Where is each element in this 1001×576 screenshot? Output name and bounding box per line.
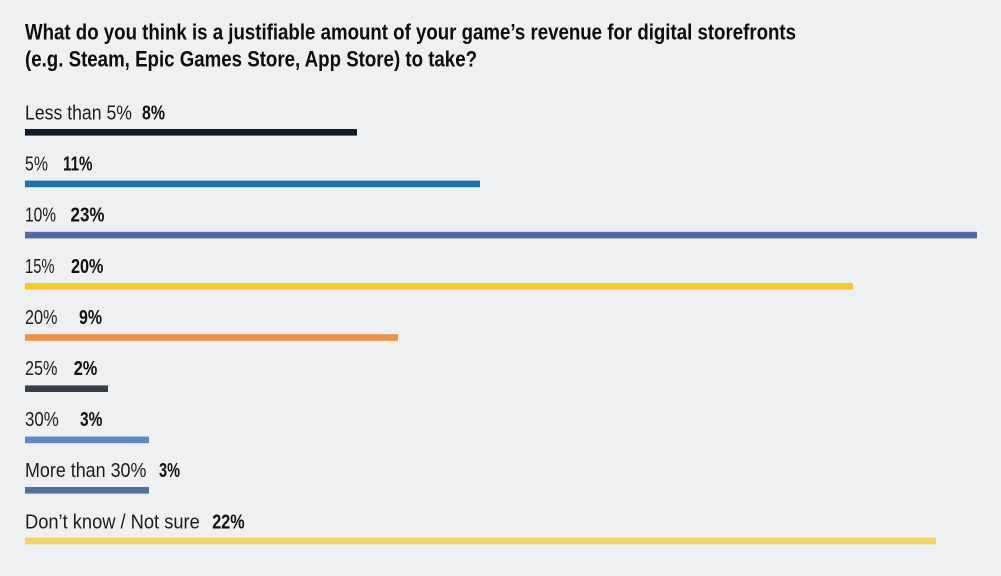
svg-text:25%: 25% xyxy=(25,357,58,380)
svg-text:What do you think is a justifi: What do you think is a justifiable amoun… xyxy=(25,20,796,45)
svg-text:20%: 20% xyxy=(25,306,58,329)
svg-text:22%: 22% xyxy=(212,510,244,533)
svg-text:Don’t know / Not sure: Don’t know / Not sure xyxy=(25,510,200,533)
svg-text:5%: 5% xyxy=(25,153,48,176)
svg-text:2%: 2% xyxy=(74,357,98,380)
svg-text:30%: 30% xyxy=(25,408,59,431)
svg-text:11%: 11% xyxy=(63,153,93,176)
svg-text:(e.g. Steam, Epic Games Store,: (e.g. Steam, Epic Games Store, App Store… xyxy=(25,47,477,72)
svg-text:15%: 15% xyxy=(25,255,55,278)
svg-text:10%: 10% xyxy=(25,204,56,227)
svg-text:20%: 20% xyxy=(71,255,103,278)
svg-text:3%: 3% xyxy=(80,408,102,431)
svg-text:9%: 9% xyxy=(79,306,102,329)
svg-text:3%: 3% xyxy=(159,459,180,482)
svg-text:8%: 8% xyxy=(142,102,165,125)
svg-text:Less than 5%: Less than 5% xyxy=(25,102,132,125)
svg-text:More than 30%: More than 30% xyxy=(25,459,146,482)
svg-text:23%: 23% xyxy=(71,204,105,227)
